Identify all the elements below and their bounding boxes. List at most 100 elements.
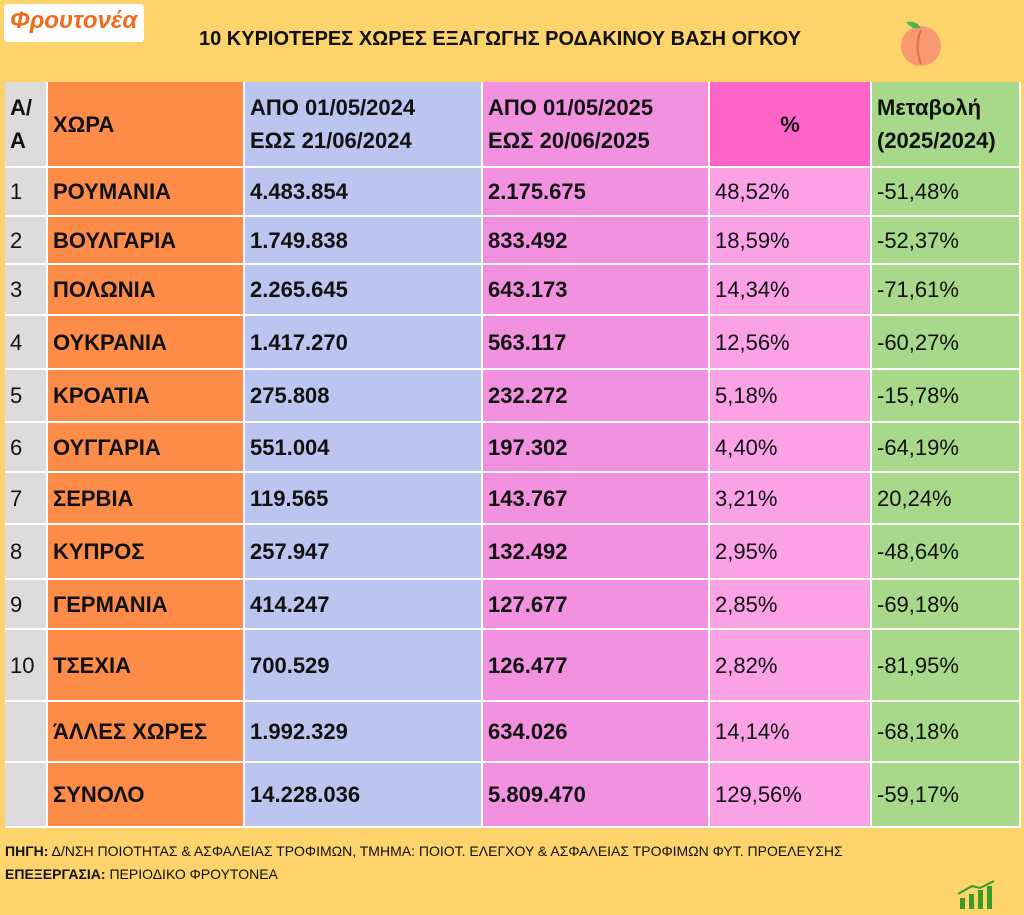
table-row: 8 ΚΥΠΡΟΣ 257.947 132.492 2,95% -48,64% bbox=[5, 525, 1021, 580]
table-cell: ΠΟΛΩΝΙΑ bbox=[48, 265, 245, 316]
table-cell: 7 bbox=[5, 473, 48, 525]
table-row: 3 ΠΟΛΩΝΙΑ 2.265.645 643.173 14,34% -71,61% bbox=[5, 265, 1021, 316]
table-cell: -52,37% bbox=[872, 217, 1021, 265]
table-cell: -48,64% bbox=[872, 525, 1021, 580]
footer: ΠΗΓΗ: Δ/ΝΣΗ ΠΟΙΟΤΗΤΑΣ & ΑΣΦΑΛΕΙΑΣ ΤΡΟΦΙΜ… bbox=[5, 840, 843, 886]
table-cell: 12,56% bbox=[710, 316, 872, 370]
table-cell: 232.272 bbox=[483, 370, 710, 423]
table-cell: 1 bbox=[5, 168, 48, 217]
table-cell: 2.175.675 bbox=[483, 168, 710, 217]
table-row: 2 ΒΟΥΛΓΑΡΙΑ 1.749.838 833.492 18,59% -52,37% bbox=[5, 217, 1021, 265]
table-cell: 129,56% bbox=[710, 763, 872, 828]
header-cell: Α/Α bbox=[5, 82, 48, 168]
table-cell: 2 bbox=[5, 217, 48, 265]
table-cell: 143.767 bbox=[483, 473, 710, 525]
table-cell: -71,61% bbox=[872, 265, 1021, 316]
table-cell: 1.992.329 bbox=[245, 702, 483, 763]
table-cell: 1.417.270 bbox=[245, 316, 483, 370]
header-text: % bbox=[780, 111, 800, 137]
header-cell: ΑΠΟ 01/05/2025 ΕΩΣ 20/06/2025 bbox=[483, 82, 710, 168]
header-text: ΕΩΣ 21/06/2024 bbox=[250, 128, 412, 153]
peach-icon bbox=[901, 21, 941, 66]
table-cell: 6 bbox=[5, 423, 48, 473]
table-cell: 48,52% bbox=[710, 168, 872, 217]
table-cell: ΟΥΓΓΑΡΙΑ bbox=[48, 423, 245, 473]
header-cell: % bbox=[710, 82, 872, 168]
table-cell: 414.247 bbox=[245, 580, 483, 630]
table-cell: 10 bbox=[5, 630, 48, 702]
table-cell: 2,85% bbox=[710, 580, 872, 630]
table-cell: 2.265.645 bbox=[245, 265, 483, 316]
table-cell: -64,19% bbox=[872, 423, 1021, 473]
table-cell: -51,48% bbox=[872, 168, 1021, 217]
table-cell: -69,18% bbox=[872, 580, 1021, 630]
table-cell: 3,21% bbox=[710, 473, 872, 525]
source-text: Δ/ΝΣΗ ΠΟΙΟΤΗΤΑΣ & ΑΣΦΑΛΕΙΑΣ ΤΡΟΦΙΜΩΝ, ΤΜ… bbox=[51, 843, 843, 859]
source-label: ΠΗΓΗ: bbox=[5, 843, 49, 859]
header-text: ΕΩΣ 20/06/2025 bbox=[488, 128, 650, 153]
title: 10 ΚΥΡΙΟΤΕΡΕΣ ΧΩΡΕΣ ΕΞΑΓΩΓΗΣ ΡΟΔΑΚΙΝΟΥ Β… bbox=[198, 28, 802, 50]
table-cell: 9 bbox=[5, 580, 48, 630]
table-cell: ΚΡΟΑΤΙΑ bbox=[48, 370, 245, 423]
table-cell: 257.947 bbox=[245, 525, 483, 580]
table-row: ΆΛΛΕΣ ΧΩΡΕΣ 1.992.329 634.026 14,14% -68,18% bbox=[5, 702, 1021, 763]
processing-line: ΕΠΕΞΕΡΓΑΣΙΑ: ΠΕΡΙΟΔΙΚΟ ΦΡΟΥΤΟΝΕΑ bbox=[5, 863, 843, 886]
table-cell: 127.677 bbox=[483, 580, 710, 630]
table-cell: 8 bbox=[5, 525, 48, 580]
table-cell: ΤΣΕΧΙΑ bbox=[48, 630, 245, 702]
table-cell: 833.492 bbox=[483, 217, 710, 265]
table-cell: ΒΟΥΛΓΑΡΙΑ bbox=[48, 217, 245, 265]
table-cell: 14,34% bbox=[710, 265, 872, 316]
table-row: 9 ΓΕΡΜΑΝΙΑ 414.247 127.677 2,85% -69,18% bbox=[5, 580, 1021, 630]
table-cell: -81,95% bbox=[872, 630, 1021, 702]
header-text: ΑΠΟ 01/05/2024 bbox=[250, 95, 416, 120]
table-row: 7 ΣΕΡΒΙΑ 119.565 143.767 3,21% 20,24% bbox=[5, 473, 1021, 525]
table-cell: 643.173 bbox=[483, 265, 710, 316]
table-cell: 197.302 bbox=[483, 423, 710, 473]
table-cell: 4,40% bbox=[710, 423, 872, 473]
table-cell: -59,17% bbox=[872, 763, 1021, 828]
table-cell: 634.026 bbox=[483, 702, 710, 763]
header-text: (2025/2024) bbox=[877, 128, 996, 153]
logo: Φρουτονέα bbox=[4, 4, 144, 42]
table-cell: 3 bbox=[5, 265, 48, 316]
header-cell: Μεταβολή (2025/2024) bbox=[872, 82, 1021, 168]
table-cell: 20,24% bbox=[872, 473, 1021, 525]
table-cell: ΚΥΠΡΟΣ bbox=[48, 525, 245, 580]
table-cell: 4 bbox=[5, 316, 48, 370]
table-cell: 5.809.470 bbox=[483, 763, 710, 828]
table-cell: 126.477 bbox=[483, 630, 710, 702]
table-cell: ΓΕΡΜΑΝΙΑ bbox=[48, 580, 245, 630]
table-cell: 1.749.838 bbox=[245, 217, 483, 265]
table-row: 5 ΚΡΟΑΤΙΑ 275.808 232.272 5,18% -15,78% bbox=[5, 370, 1021, 423]
table: Α/Α ΧΩΡΑ ΑΠΟ 01/05/2024 ΕΩΣ 21/06/2024 ΑΠΟ 0… bbox=[5, 82, 1021, 828]
table-cell: 132.492 bbox=[483, 525, 710, 580]
header-cell: ΧΩΡΑ bbox=[48, 82, 245, 168]
table-cell: 14.228.036 bbox=[245, 763, 483, 828]
table-cell: -60,27% bbox=[872, 316, 1021, 370]
table-cell: 563.117 bbox=[483, 316, 710, 370]
header-text: Α bbox=[10, 128, 26, 153]
table-cell: 18,59% bbox=[710, 217, 872, 265]
header-text: ΧΩΡΑ bbox=[53, 111, 115, 137]
table-cell: 700.529 bbox=[245, 630, 483, 702]
header-row: Α/Α ΧΩΡΑ ΑΠΟ 01/05/2024 ΕΩΣ 21/06/2024 ΑΠΟ 0… bbox=[5, 82, 1021, 168]
table-row: 1 ΡΟΥΜΑΝΙΑ 4.483.854 2.175.675 48,52% -51,48% bbox=[5, 168, 1021, 217]
table-cell: ΣΥΝΟΛΟ bbox=[48, 763, 245, 828]
table-cell bbox=[5, 763, 48, 828]
table-row: 4 ΟΥΚΡΑΝΙΑ 1.417.270 563.117 12,56% -60,27% bbox=[5, 316, 1021, 370]
source-line: ΠΗΓΗ: Δ/ΝΣΗ ΠΟΙΟΤΗΤΑΣ & ΑΣΦΑΛΕΙΑΣ ΤΡΟΦΙΜ… bbox=[5, 840, 843, 863]
table-cell: 275.808 bbox=[245, 370, 483, 423]
table-row: 10 ΤΣΕΧΙΑ 700.529 126.477 2,82% -81,95% bbox=[5, 630, 1021, 702]
table-cell: 2,82% bbox=[710, 630, 872, 702]
table-cell: 2,95% bbox=[710, 525, 872, 580]
growth-icon bbox=[957, 880, 995, 909]
table-row: ΣΥΝΟΛΟ 14.228.036 5.809.470 129,56% -59,17% bbox=[5, 763, 1021, 828]
header-text: Α/ bbox=[10, 95, 32, 120]
header-text: Μεταβολή bbox=[877, 95, 982, 120]
table-cell: ΟΥΚΡΑΝΙΑ bbox=[48, 316, 245, 370]
table-cell: -15,78% bbox=[872, 370, 1021, 423]
table-row: 6 ΟΥΓΓΑΡΙΑ 551.004 197.302 4,40% -64,19% bbox=[5, 423, 1021, 473]
table-cell: ΆΛΛΕΣ ΧΩΡΕΣ bbox=[48, 702, 245, 763]
